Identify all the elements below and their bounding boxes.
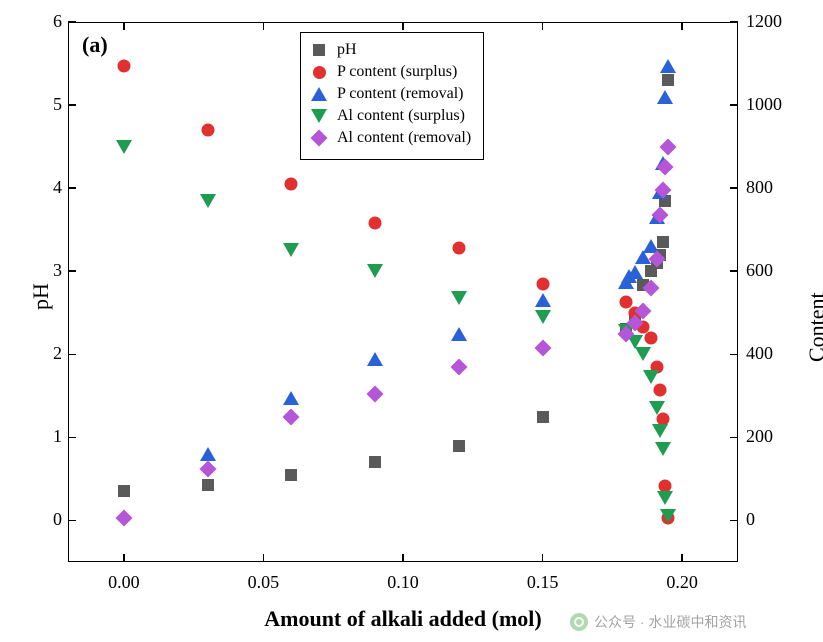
data-point-pH xyxy=(202,479,214,491)
legend-label: pH xyxy=(337,41,357,59)
data-point-pH xyxy=(453,440,465,452)
data-point-Al_surplus xyxy=(652,424,668,438)
legend: pH P content (surplus) P content (removal)… xyxy=(300,32,484,160)
x-tick-label: 0.20 xyxy=(660,572,704,593)
data-point-Al_surplus xyxy=(451,291,467,305)
y-left-tick-label: 4 xyxy=(44,177,62,198)
legend-label: P content (removal) xyxy=(337,85,463,103)
y-left-tick-label: 6 xyxy=(44,11,62,32)
data-point-P_surplus xyxy=(285,178,298,191)
data-point-Al_surplus xyxy=(283,243,299,257)
data-point-P_surplus xyxy=(201,124,214,137)
x-tick-label: 0.10 xyxy=(381,572,425,593)
panel-label: (a) xyxy=(82,32,108,58)
legend-label: Al content (removal) xyxy=(337,129,471,147)
data-point-Al_surplus xyxy=(643,370,659,384)
y-left-tick-label: 3 xyxy=(44,260,62,281)
y-right-tick-label: 1200 xyxy=(746,11,782,32)
data-point-Al_surplus xyxy=(535,310,551,324)
y-left-axis-label: pH xyxy=(28,283,54,310)
legend-swatch xyxy=(311,130,327,146)
y-right-axis-label: Content (mg/L) xyxy=(804,292,823,362)
data-point-P_removal xyxy=(627,265,643,279)
data-point-Al_surplus xyxy=(367,264,383,278)
data-point-pH xyxy=(285,469,297,481)
legend-item-pH: pH xyxy=(311,39,471,61)
data-point-P_removal xyxy=(535,293,551,307)
y-right-tick-label: 600 xyxy=(746,260,773,281)
legend-swatch xyxy=(311,108,327,124)
data-point-pH xyxy=(662,74,674,86)
data-point-P_surplus xyxy=(452,242,465,255)
data-point-P_surplus xyxy=(645,331,658,344)
wechat-icon xyxy=(570,613,588,631)
y-right-tick-label: 400 xyxy=(746,343,773,364)
data-point-Al_surplus xyxy=(660,509,676,523)
x-tick-label: 0.05 xyxy=(241,572,285,593)
legend-item-P_surplus: P content (surplus) xyxy=(311,61,471,83)
y-left-tick-label: 2 xyxy=(44,343,62,364)
legend-item-P_removal: P content (removal) xyxy=(311,83,471,105)
watermark: 公众号 · 水业碳中和资讯 xyxy=(570,612,746,632)
legend-label: Al content (surplus) xyxy=(337,107,465,125)
data-point-pH xyxy=(537,411,549,423)
legend-swatch xyxy=(311,86,327,102)
y-right-tick-label: 0 xyxy=(746,509,755,530)
x-tick-label: 0.00 xyxy=(102,572,146,593)
legend-item-Al_surplus: Al content (surplus) xyxy=(311,105,471,127)
x-tick-label: 0.15 xyxy=(521,572,565,593)
data-point-P_surplus xyxy=(536,277,549,290)
data-point-P_removal xyxy=(451,327,467,341)
data-point-P_removal xyxy=(660,59,676,73)
data-point-Al_surplus xyxy=(655,442,671,456)
y-left-tick-label: 5 xyxy=(44,94,62,115)
watermark-text: 公众号 · 水业碳中和资讯 xyxy=(594,612,746,632)
data-point-P_surplus xyxy=(117,59,130,72)
y-left-tick-label: 1 xyxy=(44,426,62,447)
data-point-Al_surplus xyxy=(657,491,673,505)
data-point-P_removal xyxy=(200,447,216,461)
y-right-tick-label: 1000 xyxy=(746,94,782,115)
data-point-Al_surplus xyxy=(635,347,651,361)
data-point-Al_surplus xyxy=(200,194,216,208)
y-left-tick-label: 0 xyxy=(44,509,62,530)
y-right-tick-label: 800 xyxy=(746,177,773,198)
data-point-pH xyxy=(118,485,130,497)
data-point-Al_surplus xyxy=(649,401,665,415)
legend-swatch xyxy=(311,42,327,58)
data-point-P_removal xyxy=(657,90,673,104)
data-point-pH xyxy=(369,456,381,468)
data-point-Al_surplus xyxy=(116,140,132,154)
legend-label: P content (surplus) xyxy=(337,63,457,81)
data-point-P_surplus xyxy=(369,217,382,230)
data-point-P_removal xyxy=(367,352,383,366)
data-point-P_removal xyxy=(283,391,299,405)
y-right-tick-label: 200 xyxy=(746,426,773,447)
legend-item-Al_removal: Al content (removal) xyxy=(311,127,471,149)
data-point-P_surplus xyxy=(653,383,666,396)
legend-swatch xyxy=(311,64,327,80)
chart-container: (a) Amount of alkali added (mol) pH Cont… xyxy=(0,0,823,642)
